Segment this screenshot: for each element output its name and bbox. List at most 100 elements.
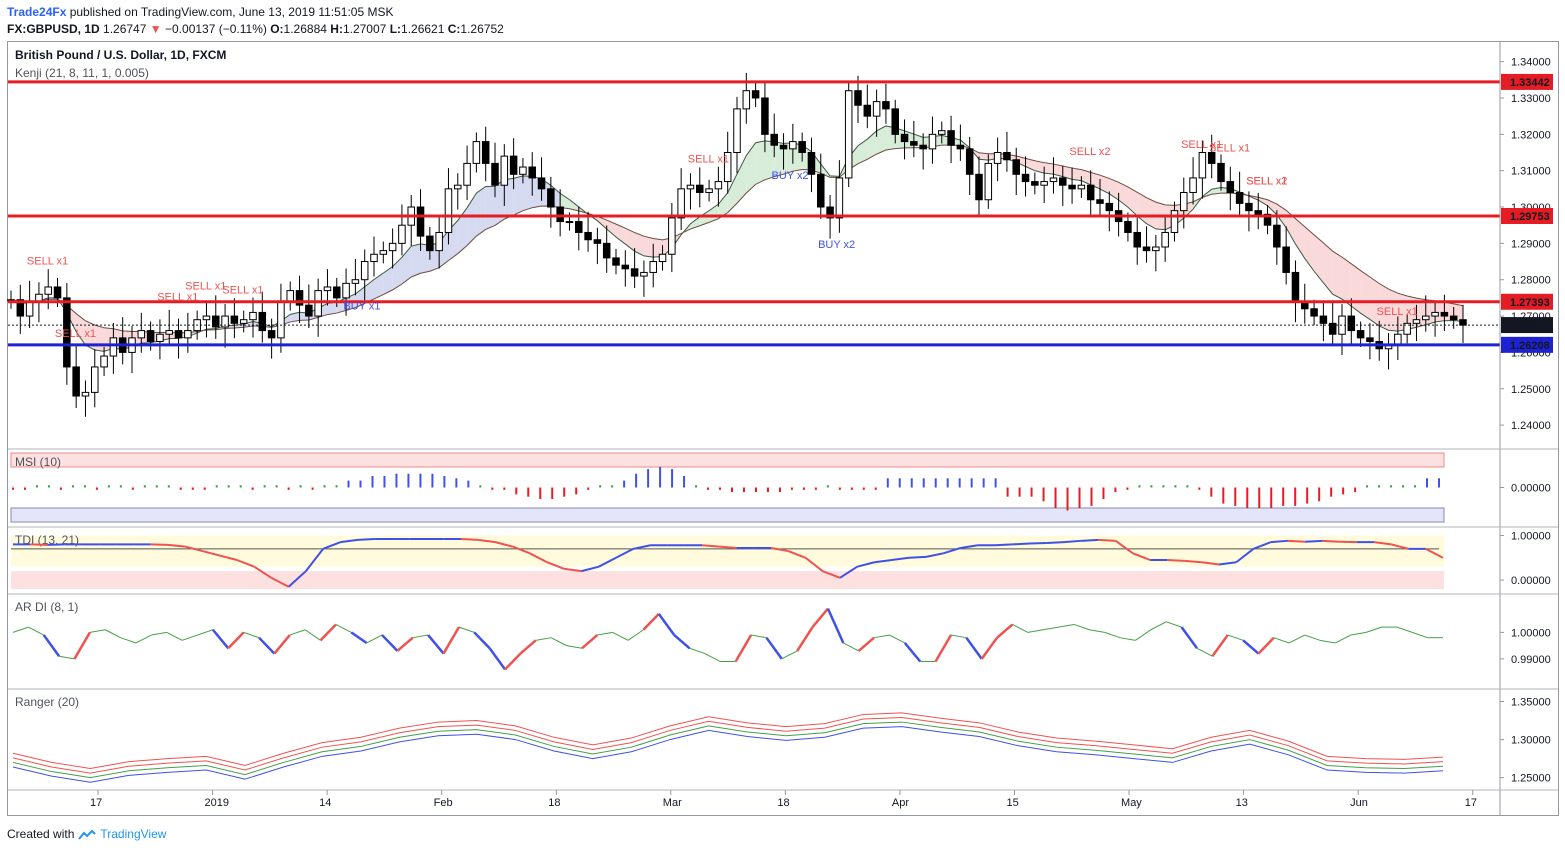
candle-body [1291,271,1300,303]
kenji-band-segment [411,243,421,278]
tradingview-brand[interactable]: TradingView [100,827,167,841]
tdi-line-segment [1235,548,1255,564]
kenji-band-segment [1072,168,1082,181]
candle-body [668,217,676,255]
y-tick-label: 0.99000 [1511,654,1551,666]
ardi-line-segment [1350,631,1367,636]
publish-header: Trade24Fx published on TradingView.com, … [7,4,1557,20]
msi-pane[interactable]: MSI (10) [10,452,1445,523]
kenji-band-segment [727,174,737,213]
candle-body [770,133,778,146]
kenji-band-segment [783,142,793,175]
y-tick-label: 1.25000 [1511,384,1551,396]
candle-body [1440,311,1449,317]
signal-label: SELL x1 [1246,175,1287,187]
ardi-pane[interactable]: AR DI (8, 1) [12,600,1443,671]
candle-body [556,206,564,223]
candle-body [184,330,192,339]
tdi-line-segment [839,565,858,579]
candle-body [286,290,294,303]
candle-body [1319,315,1328,324]
candle-body [63,297,71,368]
candle-body [454,184,462,190]
y-tick-label: 1.00000 [1511,530,1551,542]
candle-body [1245,202,1253,212]
tdi-line-segment [236,559,255,568]
publisher-name[interactable]: Trade24Fx [7,5,67,19]
ardi-line-segment [135,634,152,644]
tdi-line-segment [529,552,548,564]
tdi-mid-zone [11,548,1444,567]
kenji-band-segment [709,204,719,223]
candle-body [826,206,834,219]
signal-label: SELL x1 [157,292,198,304]
ardi-line-segment [151,631,167,636]
candle-body [1431,311,1439,317]
candle-body [72,366,80,397]
ardi-line-segment [59,655,75,660]
candle-body [53,286,62,299]
low-value: 1.26621 [401,22,445,36]
kenji-band-segment [718,192,728,219]
msi-lower-zone [10,507,1445,523]
candle-body [323,286,332,292]
kenji-band-segment [392,257,402,290]
ardi-line-segment [1196,647,1213,657]
kenji-band-segment [560,193,570,209]
tdi-line-segment [856,561,875,568]
y-tick-label: 1.35000 [1511,697,1551,709]
candle-body [1403,322,1411,335]
tdi-line-segment [219,554,238,561]
kenji-band-segment [485,186,495,230]
ardi-line-segment [1073,623,1090,631]
candle-body [919,144,927,150]
kenji-band-segment [476,186,486,237]
tdi-line-segment [322,541,341,550]
level-label-box [1501,73,1553,90]
candle-body [984,162,993,201]
tdi-line-segment [1098,538,1116,542]
candle-body [416,206,425,237]
kenji-band-segment [401,246,412,284]
y-tick-label: 1.00000 [1511,627,1551,639]
kenji-band-segment [504,178,514,220]
kenji-band-segment [1109,178,1119,200]
candle-body [305,304,313,317]
tdi-pane[interactable]: TDI (13, 21) [11,533,1444,589]
quote-line: FX:GBPUSD, 1D 1.26747 ▼ −0.00137 (−0.11%… [7,21,504,37]
kenji-band-segment [1025,158,1035,171]
ardi-line-segment [166,631,183,641]
ranger-pane[interactable]: Ranger (20) [12,695,1444,783]
ardi-line-segment [89,629,106,633]
price-pane[interactable]: British Pound / U.S. Dollar, 1D, FXCM Ken… [7,48,1500,417]
candle-body [649,261,657,273]
kenji-band-segment [690,216,700,230]
candle-body [947,130,955,146]
ardi-line-segment [105,629,121,639]
tdi-line-segment [1373,541,1392,546]
ardi-line-segment [996,623,1014,639]
candle-body [202,315,211,321]
ardi-line-segment [197,629,214,636]
candle-body [509,155,518,175]
candle-body [174,330,183,339]
candle-body [1105,202,1114,212]
axes: 1.34000 1.33000 1.32000 1.31000 1.30000 1.290… [8,42,1558,815]
candle-body [723,151,732,183]
signal-label: SELL x1 [185,281,226,293]
candle-body [1282,246,1290,273]
candle-body [1412,319,1421,324]
candle-body [900,133,909,143]
ranger-line [12,712,1444,770]
ardi-line-segment [243,631,260,639]
ardi-line-segment [1335,634,1351,644]
down-arrow-icon: ▼ [149,22,162,36]
tdi-line-segment [822,570,841,579]
tdi-line-segment [598,556,617,568]
ardi-line-segment [581,634,599,650]
candle-body [500,155,509,186]
tdi-line-segment [719,545,737,549]
candle-body [1170,210,1179,233]
ranger-line [12,716,1444,774]
